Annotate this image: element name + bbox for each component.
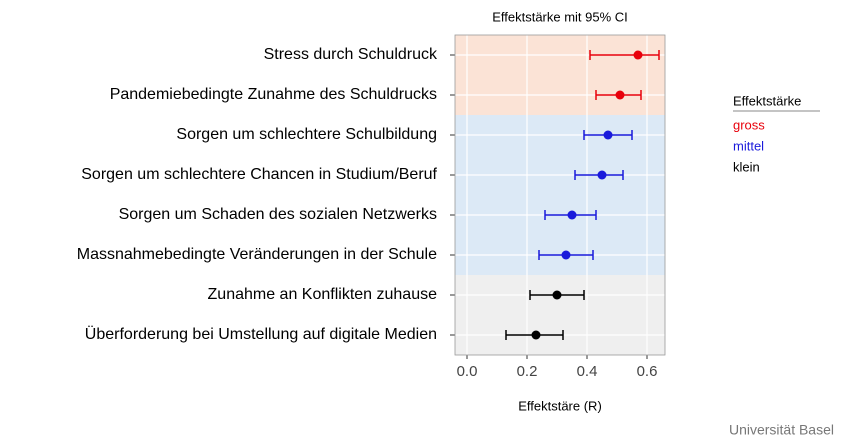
- point: [597, 170, 607, 180]
- y-tick-label: Sorgen um Schaden des sozialen Netzwerks: [119, 206, 437, 223]
- x-tick-label: 0.0: [457, 363, 478, 380]
- x-tick-label: 0.2: [517, 363, 538, 380]
- point: [561, 250, 571, 260]
- y-tick-label: Überforderung bei Umstellung auf digital…: [85, 325, 437, 343]
- y-tick-label: Zunahme an Konflikten zuhause: [208, 286, 438, 303]
- legend-entry: gross: [733, 117, 765, 132]
- point: [567, 210, 577, 220]
- legend-entry: mittel: [733, 138, 764, 153]
- point: [531, 330, 541, 340]
- marks: [505, 50, 660, 340]
- y-tick-label: Sorgen um schlechtere Schulbildung: [176, 126, 437, 143]
- group-band: [455, 115, 665, 275]
- chart-title: Effektstärke mit 95% CI: [492, 9, 628, 24]
- grid: [455, 35, 665, 355]
- x-tick-label: 0.6: [637, 363, 658, 380]
- y-tick-label: Sorgen um schlechtere Chancen in Studium…: [81, 166, 437, 183]
- y-tick-label: Stress durch Schuldruck: [264, 46, 438, 63]
- group-band: [455, 275, 665, 355]
- legend-title: Effektstärke: [733, 93, 801, 108]
- group-band: [455, 35, 665, 115]
- y-tick-label: Massnahmebedingte Veränderungen in der S…: [77, 246, 437, 263]
- plot-background: [455, 35, 665, 355]
- point: [552, 290, 562, 300]
- x-tick-label: 0.4: [577, 363, 598, 380]
- point: [603, 130, 613, 140]
- panel-border: [454, 34, 666, 356]
- y-tick-label: Pandemiebedingte Zunahme des Schuldrucks: [110, 86, 437, 103]
- point: [633, 50, 643, 60]
- x-axis-label: Effektstäre (R): [518, 398, 602, 413]
- footer: Universität Basel: [729, 422, 834, 438]
- point: [615, 90, 625, 100]
- legend-entry: klein: [733, 159, 760, 174]
